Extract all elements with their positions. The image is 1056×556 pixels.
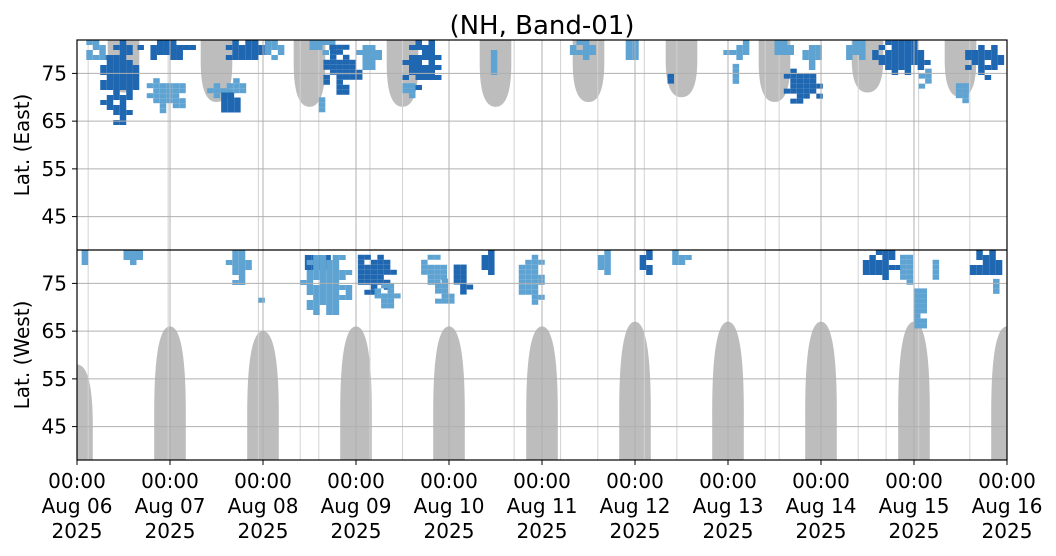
detection-cluster-west bbox=[374, 283, 401, 309]
detection-cluster-east bbox=[569, 40, 596, 60]
x-tick-label: 2025 bbox=[238, 519, 289, 543]
x-tick-label: 00:00 bbox=[978, 469, 1036, 493]
y-tick-label-east: 65 bbox=[42, 109, 67, 133]
detection-cluster-west bbox=[862, 250, 902, 280]
detection-cluster-west bbox=[421, 254, 448, 285]
detection-cluster-west bbox=[969, 250, 1003, 275]
no-data-region-east bbox=[572, 40, 605, 103]
detection-cluster-east bbox=[221, 92, 241, 113]
y-tick-label-west: 75 bbox=[42, 271, 67, 295]
no-data-region-east bbox=[200, 40, 233, 103]
x-tick-label: 00:00 bbox=[141, 469, 199, 493]
detection-cluster-east bbox=[225, 40, 265, 60]
detection-cluster-west bbox=[481, 250, 495, 275]
x-tick-label: Aug 14 bbox=[786, 494, 857, 518]
x-tick-label: 2025 bbox=[889, 519, 940, 543]
detection-cluster-east bbox=[732, 63, 740, 84]
x-tick-label: 00:00 bbox=[48, 469, 106, 493]
detection-cluster-east bbox=[783, 68, 823, 104]
detection-cluster-east bbox=[318, 97, 326, 113]
x-tick-label: 2025 bbox=[610, 519, 661, 543]
detection-cluster-east bbox=[802, 45, 822, 70]
detection-cluster-west bbox=[914, 288, 927, 329]
detection-cluster-east bbox=[402, 40, 442, 90]
x-tick-label: Aug 16 bbox=[972, 494, 1043, 518]
detection-cluster-east bbox=[955, 83, 969, 104]
x-tick-label: 2025 bbox=[796, 519, 847, 543]
x-tick-label: Aug 09 bbox=[321, 494, 392, 518]
detection-cluster-east bbox=[965, 45, 1005, 80]
x-tick-label: Aug 07 bbox=[135, 494, 206, 518]
y-tick-label-east: 75 bbox=[42, 61, 67, 85]
x-tick-label: 2025 bbox=[982, 519, 1033, 543]
x-tick-label: 00:00 bbox=[234, 469, 292, 493]
x-tick-label: Aug 12 bbox=[600, 494, 671, 518]
x-tick-label: 00:00 bbox=[885, 469, 943, 493]
detection-cluster-west bbox=[81, 250, 89, 265]
x-tick-label: Aug 10 bbox=[414, 494, 485, 518]
y-tick-label-east: 45 bbox=[42, 205, 67, 229]
detection-cluster-east bbox=[774, 40, 794, 55]
y-tick-label-west: 55 bbox=[42, 367, 67, 391]
detection-cluster-west bbox=[300, 255, 353, 315]
x-tick-label: Aug 13 bbox=[693, 494, 764, 518]
detection-cluster-east bbox=[846, 40, 866, 60]
detection-cluster-east bbox=[137, 40, 196, 60]
x-tick-label: 2025 bbox=[517, 519, 568, 543]
detection-cluster-east bbox=[356, 45, 382, 70]
x-tick-label: 00:00 bbox=[792, 469, 850, 493]
x-tick-label: 00:00 bbox=[327, 469, 385, 493]
detection-cluster-west bbox=[672, 250, 692, 265]
y-tick-label-west: 45 bbox=[42, 415, 67, 439]
x-tick-label: Aug 15 bbox=[879, 494, 950, 518]
chart-title: (NH, Band-01) bbox=[449, 11, 634, 41]
detection-cluster-east bbox=[918, 68, 932, 89]
ylabel-west: Lat. (West) bbox=[10, 301, 34, 410]
no-data-region-west bbox=[77, 364, 93, 460]
x-tick-label: Aug 11 bbox=[507, 494, 578, 518]
detection-cluster-east bbox=[490, 50, 498, 75]
detection-cluster-east bbox=[86, 40, 106, 60]
detection-cluster-east bbox=[323, 44, 363, 95]
detection-cluster-west bbox=[453, 264, 474, 295]
y-tick-label-west: 65 bbox=[42, 319, 67, 343]
no-data-region-east bbox=[665, 40, 698, 98]
x-tick-label: 00:00 bbox=[699, 469, 757, 493]
y-tick-label-east: 55 bbox=[42, 157, 67, 181]
detection-cluster-east bbox=[625, 40, 639, 60]
x-tick-label: 00:00 bbox=[420, 469, 478, 493]
detection-cluster-east bbox=[402, 83, 416, 99]
detection-cluster-west bbox=[932, 259, 940, 280]
ylabel-east: Lat. (East) bbox=[10, 94, 34, 197]
detection-cluster-east bbox=[207, 78, 247, 99]
detection-cluster-west bbox=[900, 254, 914, 285]
detection-cluster-east bbox=[667, 73, 675, 84]
detection-cluster-west bbox=[123, 250, 143, 265]
x-tick-label: 2025 bbox=[145, 519, 196, 543]
detection-cluster-west bbox=[435, 278, 455, 304]
detection-cluster-west bbox=[357, 254, 397, 295]
detection-cluster-west bbox=[993, 278, 1000, 294]
detection-cluster-west bbox=[258, 297, 265, 303]
x-tick-label: 2025 bbox=[52, 519, 103, 543]
detection-cluster-east bbox=[723, 40, 750, 60]
y-tick-labels: 45 55 65 75 75 65 55 45 bbox=[42, 61, 77, 439]
x-tick-label: 00:00 bbox=[513, 469, 571, 493]
detection-cluster-west bbox=[639, 250, 653, 275]
x-tick-label: Aug 08 bbox=[228, 494, 299, 518]
x-tick-label: Aug 06 bbox=[42, 494, 113, 518]
x-tick-label: 00:00 bbox=[606, 469, 664, 493]
detection-cluster-east bbox=[264, 40, 285, 60]
x-tick-label: 2025 bbox=[424, 519, 475, 543]
no-data-region-east bbox=[758, 40, 791, 103]
detection-cluster-west bbox=[225, 250, 252, 285]
plot-area bbox=[76, 39, 1008, 461]
x-tick-label: 2025 bbox=[331, 519, 382, 543]
detection-cluster-east bbox=[872, 40, 931, 75]
x-tick-label: 2025 bbox=[703, 519, 754, 543]
plot-content bbox=[77, 40, 1007, 460]
detection-cluster-west bbox=[597, 250, 611, 275]
